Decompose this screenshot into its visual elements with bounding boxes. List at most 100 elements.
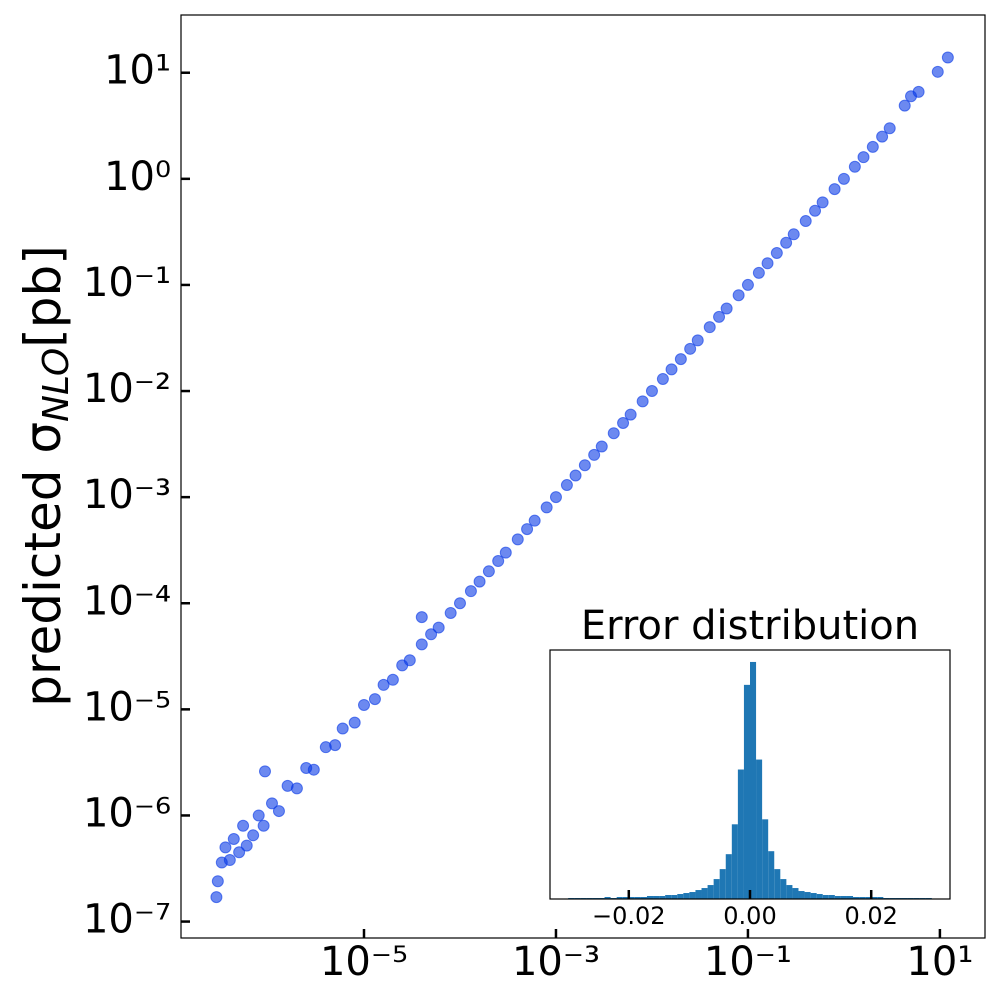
histogram-bar bbox=[683, 893, 690, 899]
scatter-point bbox=[464, 585, 477, 598]
scatter-point bbox=[636, 395, 649, 408]
scatter-point bbox=[415, 611, 428, 624]
scatter-point bbox=[511, 533, 524, 546]
histogram-bar bbox=[671, 895, 678, 899]
scatter-point bbox=[665, 363, 678, 376]
scatter-point bbox=[386, 673, 399, 686]
scatter-point bbox=[761, 257, 774, 270]
scatter-point bbox=[848, 160, 861, 173]
scatter-point bbox=[272, 805, 285, 818]
y-tick-label: 10⁰ bbox=[104, 154, 171, 200]
scatter-point bbox=[358, 698, 371, 711]
scatter-point bbox=[912, 85, 925, 98]
y-tick-label: 10⁻⁵ bbox=[83, 684, 171, 730]
scatter-point bbox=[645, 385, 658, 398]
scatter-point bbox=[499, 546, 512, 559]
histogram-bar bbox=[743, 684, 750, 899]
y-tick-label: 10⁻² bbox=[83, 366, 171, 412]
y-tick-label: 10¹ bbox=[104, 48, 171, 94]
histogram-bar bbox=[604, 897, 611, 899]
scatter-point bbox=[857, 151, 870, 164]
histogram-bar bbox=[653, 896, 660, 899]
histogram-bar bbox=[634, 897, 641, 899]
histogram-bar bbox=[616, 897, 623, 899]
y-axis-label-unit: [pb] bbox=[14, 245, 72, 348]
scatter-point bbox=[595, 440, 608, 453]
scatter-point bbox=[883, 122, 896, 135]
histogram-bar bbox=[816, 894, 823, 899]
scatter-point bbox=[377, 678, 390, 691]
x-tick-label: 10¹ bbox=[906, 939, 973, 985]
histogram-bar bbox=[804, 892, 811, 899]
y-axis-label-subscript: NLO bbox=[36, 348, 77, 422]
scatter-point bbox=[713, 310, 726, 323]
scatter-point bbox=[674, 353, 687, 366]
histogram-bar bbox=[828, 895, 835, 899]
x-tick-label: 10⁻¹ bbox=[704, 939, 792, 985]
histogram-bar bbox=[689, 892, 696, 899]
scatter-point bbox=[528, 514, 541, 527]
histogram-bar bbox=[707, 885, 714, 899]
scatter-point bbox=[290, 782, 303, 795]
scatter-point bbox=[336, 722, 349, 735]
histogram-bar bbox=[871, 897, 878, 899]
x-tick-label: 0.02 bbox=[844, 902, 897, 930]
histogram-bar bbox=[628, 897, 635, 899]
inset-title: Error distribution bbox=[581, 603, 919, 649]
histogram-bar bbox=[810, 893, 817, 899]
histogram-bar bbox=[725, 854, 732, 899]
scatter-point bbox=[770, 246, 783, 259]
scatter-point bbox=[415, 638, 428, 651]
y-axis-label: predicted σNLO[pb] bbox=[14, 245, 78, 706]
histogram-bar bbox=[780, 879, 787, 899]
y-tick-label: 10⁻³ bbox=[83, 472, 171, 518]
x-tick-label: 0.00 bbox=[723, 902, 776, 930]
scatter-point bbox=[257, 819, 270, 832]
histogram-bar bbox=[695, 890, 702, 899]
histogram-bar bbox=[877, 897, 884, 899]
scatter-point bbox=[866, 140, 879, 153]
scatter-point bbox=[799, 215, 812, 228]
histogram-bar bbox=[792, 888, 799, 899]
histogram-bar bbox=[737, 769, 744, 899]
histogram-bar bbox=[646, 896, 654, 899]
scatter-point bbox=[211, 875, 224, 888]
scatter-point bbox=[540, 501, 553, 514]
histogram-bar bbox=[719, 869, 726, 899]
scatter-point bbox=[482, 565, 495, 578]
histogram-bar bbox=[840, 896, 847, 899]
y-tick-label: 10⁻⁷ bbox=[83, 897, 171, 943]
scatter-point bbox=[931, 65, 944, 78]
scatter-point bbox=[732, 289, 745, 302]
scatter-point bbox=[876, 130, 889, 143]
x-tick-label: −0.02 bbox=[592, 902, 666, 930]
histogram-bar bbox=[762, 819, 769, 899]
scatter-point bbox=[348, 716, 361, 729]
histogram-bar bbox=[786, 885, 793, 899]
histogram-bar bbox=[665, 895, 672, 899]
scatter-point bbox=[588, 448, 601, 461]
scatter-point bbox=[237, 819, 250, 832]
histogram-bar bbox=[853, 897, 860, 899]
scatter-point bbox=[521, 523, 534, 536]
scatter-point bbox=[473, 575, 486, 588]
y-axis-label-main: predicted σ bbox=[14, 422, 72, 707]
scatter-point bbox=[703, 321, 716, 334]
scatter-point bbox=[223, 854, 236, 867]
histogram-bar bbox=[774, 869, 781, 899]
scatter-point bbox=[656, 372, 669, 385]
scatter-point bbox=[265, 797, 278, 810]
scatter-point bbox=[233, 846, 246, 859]
scatter-point bbox=[569, 469, 582, 482]
scatter-point bbox=[898, 99, 911, 112]
scatter-point bbox=[368, 693, 381, 706]
histogram-bar bbox=[846, 896, 854, 899]
scatter-point bbox=[624, 408, 637, 421]
scatter-point bbox=[691, 334, 704, 347]
scatter-point bbox=[240, 839, 253, 852]
scatter-point bbox=[809, 204, 822, 217]
histogram-bar bbox=[750, 661, 757, 899]
histogram-bar bbox=[834, 896, 841, 899]
